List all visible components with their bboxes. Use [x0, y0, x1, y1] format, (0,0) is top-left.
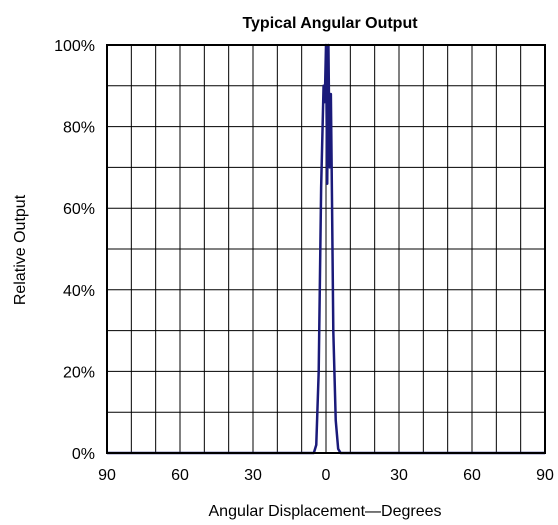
y-tick-label: 0%: [72, 446, 95, 463]
y-tick-label: 80%: [63, 120, 95, 137]
x-axis-label: Angular Displacement—Degrees: [209, 503, 442, 520]
x-tick-label: 90: [98, 467, 116, 484]
series-line: [107, 43, 545, 455]
series-layer: [107, 43, 545, 455]
tick-labels: 0% 20% 40% 60% 80% 100% 90 60 30 0 30 60 90: [54, 38, 554, 484]
y-tick-label: 20%: [63, 364, 95, 381]
y-tick-label: 100%: [54, 38, 95, 55]
x-tick-label: 90: [536, 467, 554, 484]
plot-frame: [106, 44, 546, 454]
x-tick-label: 30: [244, 467, 262, 484]
x-tick-label: 60: [171, 467, 189, 484]
y-tick-label: 40%: [63, 283, 95, 300]
y-axis-label: Relative Output: [12, 194, 29, 305]
chart-title: Typical Angular Output: [242, 15, 418, 32]
x-tick-label: 0: [322, 467, 331, 484]
x-tick-label: 60: [463, 467, 481, 484]
y-tick-label: 60%: [63, 201, 95, 218]
x-tick-label: 30: [390, 467, 408, 484]
